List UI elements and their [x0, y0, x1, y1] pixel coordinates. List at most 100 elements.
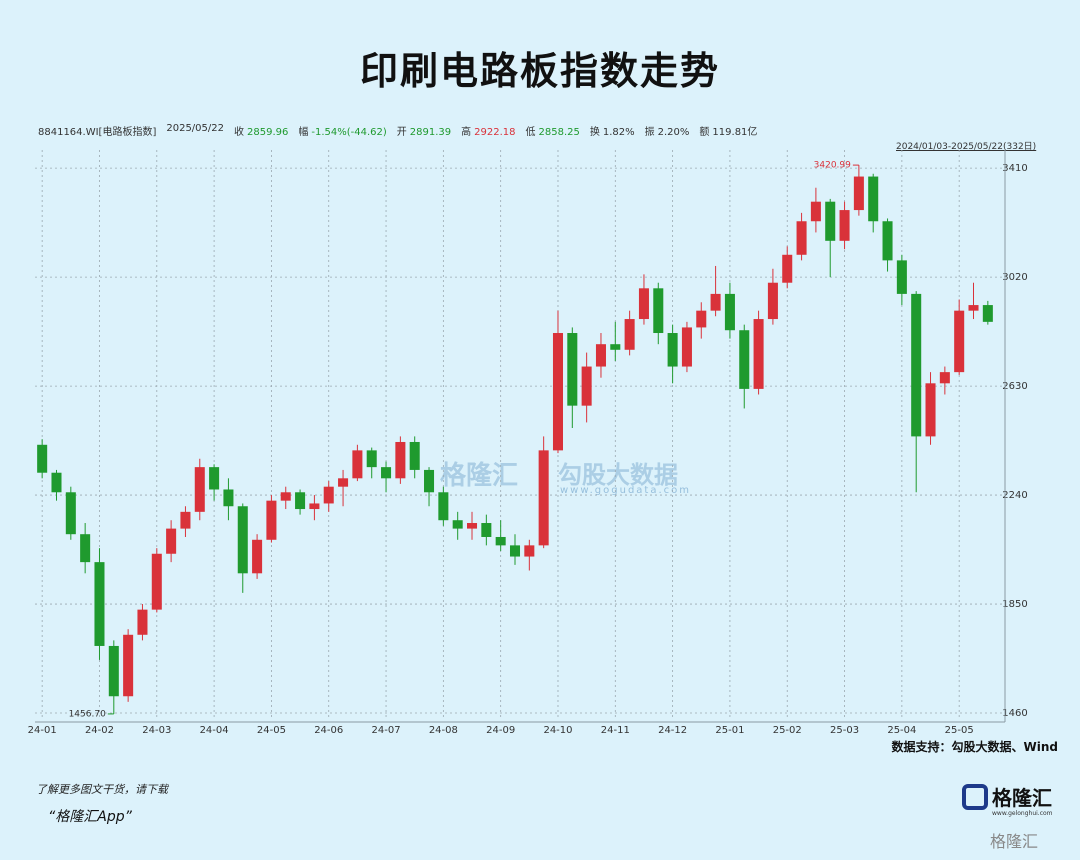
candle-body	[667, 333, 678, 367]
info-label: 振	[644, 127, 655, 138]
candle-body	[939, 372, 950, 384]
x-tick-label: 24-12	[658, 725, 687, 736]
candle-body	[352, 450, 363, 479]
candle-body	[323, 486, 334, 504]
candle-body	[538, 450, 549, 546]
candle-body	[223, 489, 234, 507]
candle-body	[982, 305, 993, 322]
high-label: 3420.99	[814, 161, 851, 171]
candle-body	[481, 523, 492, 537]
candle-body	[252, 539, 263, 574]
candle-body	[552, 333, 563, 451]
info-item: 开 2891.39	[397, 123, 451, 138]
candle-body	[567, 333, 578, 406]
candle-body	[524, 545, 535, 557]
watermark: www.gogudata.com	[560, 485, 692, 496]
x-tick-label: 25-01	[715, 725, 744, 736]
candle-body	[123, 634, 134, 697]
y-tick-label: 1850	[1002, 599, 1027, 610]
candle-body	[108, 645, 119, 697]
candle-body	[495, 536, 506, 546]
low-label: 1456.70	[69, 709, 106, 719]
info-bar: 8841164.WI[电路板指数] 2025/05/22 收 2859.96 幅 -1…	[38, 123, 757, 138]
info-label: 收	[234, 127, 244, 138]
candle-body	[825, 201, 836, 241]
candle-body	[338, 478, 349, 487]
candle-body	[681, 327, 692, 367]
info-item: 幅 -1.54%(-44.62)	[298, 123, 386, 138]
candle-body	[638, 288, 649, 320]
x-tick-label: 25-02	[773, 725, 802, 736]
candle-body	[610, 344, 621, 350]
candle-body	[810, 201, 821, 222]
candle-body	[65, 492, 76, 535]
x-tick-label: 24-07	[372, 725, 401, 736]
x-tick-label: 25-05	[945, 725, 974, 736]
info-item: 换 1.82%	[590, 123, 635, 138]
candle-body	[624, 319, 635, 350]
info-label: 额	[699, 127, 710, 138]
candle-body	[696, 310, 707, 328]
y-tick-label: 3410	[1002, 163, 1027, 174]
logo-icon	[962, 783, 988, 810]
info-value: 1.82%	[602, 127, 635, 138]
x-tick-label: 25-03	[830, 725, 859, 736]
info-item: 低 2858.25	[526, 123, 580, 138]
candle-body	[896, 260, 907, 294]
candle-body	[266, 500, 277, 540]
candle-body	[739, 330, 750, 389]
candle-body	[381, 467, 392, 479]
candle-body	[767, 282, 778, 320]
x-tick-label: 24-03	[142, 725, 171, 736]
logo-url: www.gelonghui.com	[992, 810, 1053, 817]
candle-body	[94, 562, 105, 646]
app-name: “格隆汇App”	[48, 809, 132, 825]
info-item: 高 2922.18	[461, 123, 515, 138]
candle-body	[151, 553, 162, 610]
candle-body	[180, 511, 191, 529]
x-tick-label: 25-04	[887, 725, 916, 736]
x-tick-label: 24-02	[85, 725, 114, 736]
candle-body	[37, 444, 48, 473]
candle-body	[796, 221, 807, 255]
watermark: 格隆汇	[440, 461, 519, 491]
candle-body	[853, 176, 864, 211]
info-label: 低	[525, 127, 536, 138]
logo-text: 格隆汇	[992, 786, 1052, 810]
info-label: 换	[589, 127, 600, 138]
info-item: 额 119.81亿	[699, 123, 757, 138]
candle-body	[653, 288, 664, 334]
info-label: 高	[461, 127, 472, 138]
candle-body	[509, 545, 521, 557]
candle-body	[438, 492, 449, 521]
code: 8841164.WI[电路板指数]	[38, 127, 157, 138]
info-item: 收 2859.96	[234, 123, 288, 138]
candle-body	[753, 319, 764, 389]
candle-body	[911, 293, 922, 437]
candle-body	[581, 366, 592, 406]
candle-body	[51, 472, 62, 493]
candle-body	[467, 523, 478, 529]
info-value: 2891.39	[409, 127, 452, 138]
logo: 格隆汇	[962, 782, 1052, 811]
candle-body	[452, 520, 463, 529]
candle-body	[839, 210, 850, 241]
x-tick-label: 24-05	[257, 725, 286, 736]
info-value: 2922.18	[474, 127, 516, 138]
watermark: 勾股大数据	[558, 461, 678, 489]
x-tick-label: 24-06	[314, 725, 343, 736]
candle-body	[868, 176, 879, 222]
candle-body	[882, 221, 893, 261]
date: 2025/05/22	[166, 123, 224, 134]
candle-body	[137, 609, 148, 635]
y-tick-label: 3020	[1002, 272, 1027, 283]
chart: 1460 1850 2240 2630 3020 3410 24-01 24-02 24-03 2…	[28, 150, 1028, 736]
candle-body	[80, 534, 91, 563]
watermark: 格隆汇	[990, 832, 1039, 851]
x-tick-label: 24-04	[200, 725, 229, 736]
x-tick-label: 24-01	[28, 725, 57, 736]
x-tick-label: 24-08	[429, 725, 458, 736]
candle-body	[724, 293, 735, 331]
info-value: 2.20%	[657, 127, 690, 138]
